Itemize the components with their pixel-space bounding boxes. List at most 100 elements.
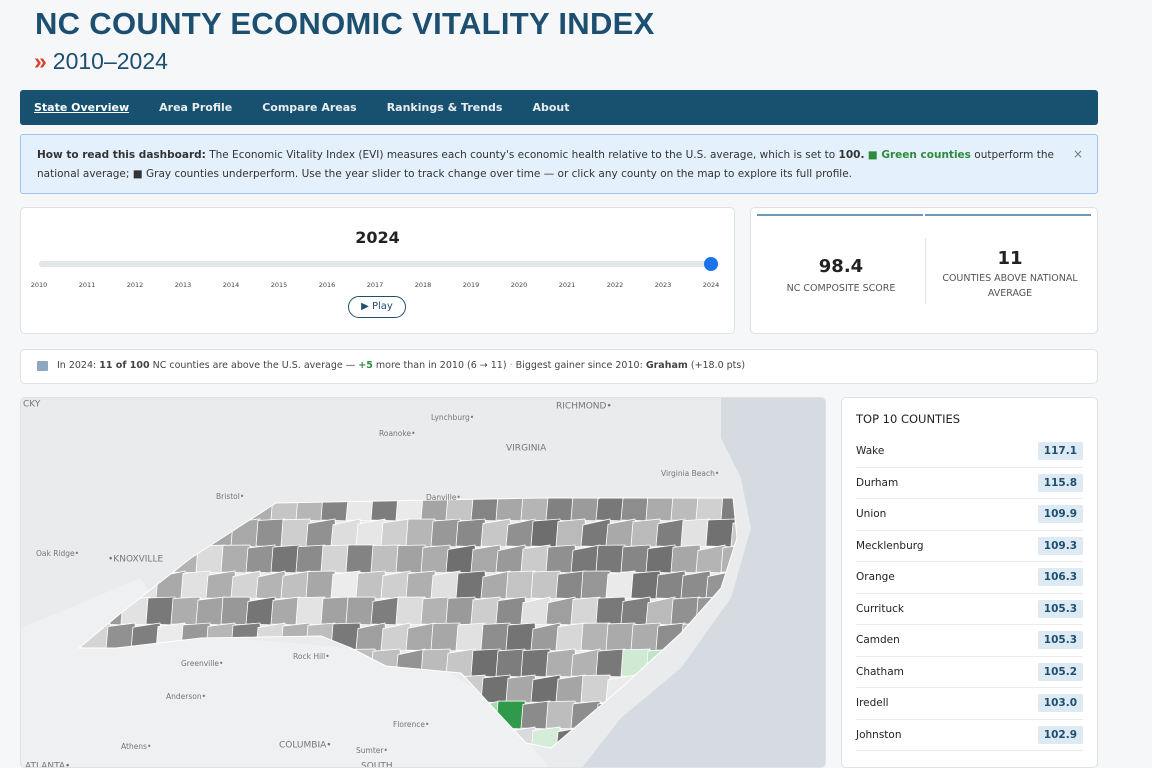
nav-bar: State Overview Area Profile Compare Areas R… (20, 90, 1098, 125)
year-tick: 2016 (318, 281, 336, 289)
county[interactable] (170, 493, 203, 522)
map[interactable]: CKY Lynchburg• RICHMOND• Roanoke• VIRGINIA Vi… (20, 397, 826, 768)
nav-tab[interactable]: Area Profile (159, 101, 233, 114)
info-box: How to read this dashboard: The Economic… (20, 134, 1098, 194)
year-tick: 2011 (78, 281, 96, 289)
county[interactable] (105, 518, 138, 548)
county-score: 117.1 (1037, 442, 1083, 461)
summary-count: 11 of 100 (99, 360, 150, 371)
county[interactable] (71, 493, 103, 522)
year-tick: 2010 (30, 281, 48, 289)
gainer: Graham (645, 360, 688, 371)
county[interactable] (155, 518, 188, 548)
close-button[interactable]: × (1072, 147, 1083, 161)
rank-row[interactable]: Currituck 105.3 (856, 594, 1083, 625)
kpi-accent (757, 214, 923, 216)
place-label: RICHMOND• (556, 402, 612, 412)
county[interactable] (80, 518, 113, 548)
ocean (582, 398, 825, 767)
year-tick: 2012 (126, 281, 144, 289)
county[interactable] (380, 622, 413, 652)
county[interactable] (120, 493, 153, 522)
kpi-value: 98.4 (818, 256, 864, 277)
rank-row[interactable]: Iredell 103.0 (856, 688, 1083, 720)
summary-text: Biggest gainer since 2010: (515, 360, 643, 371)
county-name: Durham (856, 476, 899, 489)
info-text: outperform the national average; ■ Gray … (37, 149, 1054, 180)
rank-row[interactable]: Mecklenburg 109.3 (856, 531, 1083, 562)
county-name: Currituck (856, 602, 904, 615)
place-label: •KNOXVILLE (108, 555, 163, 565)
county-score: 115.8 (1037, 473, 1083, 492)
place-label: Rock Hill• (293, 652, 330, 661)
county-score: 102.9 (1037, 725, 1083, 744)
summary-text: NC counties are above the U.S. average — (152, 360, 356, 371)
county[interactable] (95, 493, 128, 522)
separator: · (509, 360, 513, 371)
rank-row[interactable]: Chatham 105.2 (856, 657, 1083, 688)
county[interactable] (180, 518, 213, 548)
summary-text: (+18.0 pts) (690, 360, 746, 371)
rank-row[interactable]: Johnston 102.9 (856, 720, 1083, 751)
county-name: Iredell (856, 697, 889, 710)
county[interactable] (505, 570, 538, 600)
county[interactable] (570, 700, 603, 730)
year-tick: 2019 (462, 281, 480, 289)
place-label: Florence• (393, 720, 429, 729)
summary-bar: In 2024: 11 of 100 NC counties are above… (20, 349, 1098, 384)
place-label: Danville• (426, 493, 461, 502)
nav-tab[interactable]: Rankings & Trends (386, 101, 503, 114)
slider-thumb[interactable] (704, 257, 718, 271)
place-label: Lynchburg• (431, 413, 474, 422)
place-label: Roanoke• (379, 429, 416, 438)
county-name: Mecklenburg (856, 539, 924, 552)
place-label: Virginia Beach• (661, 469, 719, 478)
year-tick: 2015 (270, 281, 288, 289)
years: 2010–2024 (52, 48, 168, 74)
play-button[interactable]: ▶ Play (348, 296, 406, 318)
county[interactable] (605, 674, 638, 704)
year-tick: 2020 (510, 281, 528, 289)
rank-row[interactable]: Durham 115.8 (856, 468, 1083, 499)
nc-outline (77, 497, 738, 749)
county[interactable] (645, 648, 678, 678)
county[interactable] (705, 518, 737, 548)
county-score: 105.2 (1037, 662, 1083, 681)
year-slider: 2024 ▶ Play 2010 2011 2012 2013 2014 2015 2016… (20, 207, 735, 334)
slider-track (39, 261, 711, 267)
place-label: Athens• (121, 742, 151, 751)
county[interactable] (145, 493, 178, 522)
county[interactable] (530, 570, 563, 600)
info-text: The Economic Vitality Index (EVI) measur… (209, 149, 836, 161)
county[interactable] (555, 518, 588, 548)
county-score: 105.3 (1037, 599, 1083, 618)
chart-icon (37, 361, 48, 371)
county-score: 109.3 (1037, 536, 1083, 555)
rank-row[interactable]: Wake 117.1 (856, 436, 1083, 468)
county[interactable] (680, 518, 713, 548)
nav-tab[interactable]: State Overview (34, 101, 130, 114)
map-svg: CKY Lynchburg• RICHMOND• Roanoke• VIRGINIA Vi… (21, 398, 825, 767)
summary-text: more than in 2010 (6 → 11) (375, 360, 507, 371)
county[interactable] (555, 622, 588, 652)
rank-row[interactable]: Orange 106.3 (856, 562, 1083, 594)
year-tick: 2018 (414, 281, 432, 289)
summary-text: In 2024: (57, 360, 97, 371)
rank-row[interactable]: Camden 105.3 (856, 625, 1083, 657)
kpi-label: COUNTIES ABOVE NATIONAL AVERAGE (942, 273, 1078, 299)
county-score: 103.0 (1037, 694, 1083, 713)
county[interactable] (730, 518, 762, 548)
nav-tab[interactable]: Compare Areas (262, 101, 357, 114)
county[interactable] (655, 622, 688, 652)
county[interactable] (130, 518, 163, 548)
county[interactable] (480, 518, 513, 548)
nav-tab[interactable]: About (532, 101, 570, 114)
county[interactable] (630, 570, 663, 600)
place-label: Bristol• (216, 492, 244, 501)
rank-row[interactable]: Union 109.9 (856, 499, 1083, 531)
county[interactable] (555, 726, 588, 755)
year-label: 2024 (355, 228, 400, 247)
county-name: Orange (856, 571, 895, 584)
kpi-card: 98.4 NC COMPOSITE SCORE 11 COUNTIES ABOVE … (750, 207, 1098, 334)
year-tick: 2017 (366, 281, 384, 289)
